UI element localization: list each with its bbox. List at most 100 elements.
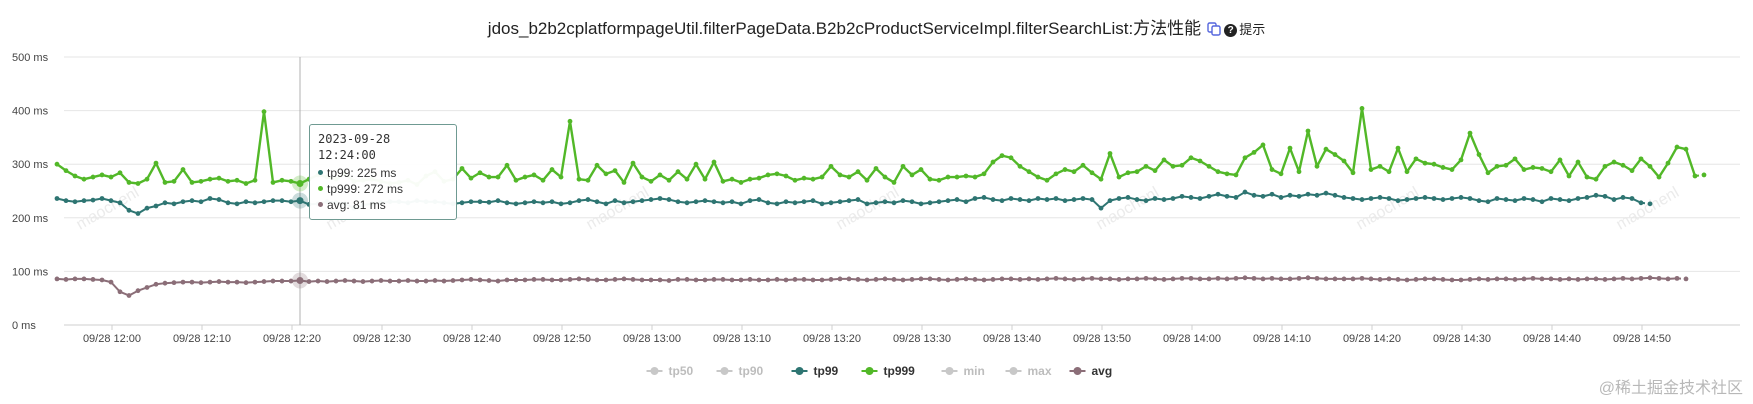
tp99-point	[810, 198, 816, 204]
question-icon[interactable]: ?	[1224, 24, 1238, 37]
tp999-point	[1179, 162, 1185, 168]
avg-point	[990, 277, 996, 282]
x-tick-label: 09/28 12:30	[353, 333, 411, 345]
tp999-point	[783, 173, 789, 179]
series-avg[interactable]	[54, 272, 1689, 298]
tp999-point	[1269, 167, 1275, 172]
avg-point	[144, 285, 150, 290]
avg-point	[234, 279, 240, 285]
avg-point	[1404, 277, 1410, 283]
tp99-point	[1566, 198, 1572, 204]
tp999-point	[1143, 163, 1149, 169]
avg-point	[639, 277, 645, 283]
avg-point	[1395, 277, 1401, 282]
tp99-point	[1530, 197, 1536, 202]
series-layer[interactable]	[54, 106, 1707, 298]
tp99-point	[1449, 196, 1455, 201]
avg-point	[1107, 276, 1113, 282]
tooltip-time: 2023-09-28 12:24:00	[318, 132, 391, 162]
series-tp999[interactable]	[54, 106, 1707, 192]
legend-item-tp50[interactable]: tp50	[646, 364, 694, 378]
legend-item-max[interactable]: max	[1005, 364, 1052, 378]
x-axis: 09/28 12:00 09/28 12:10 09/28 12:20 09/28 1…	[83, 325, 1671, 345]
avg-point	[1512, 277, 1518, 282]
legend-item-tp99[interactable]: tp99	[791, 364, 839, 378]
tp999-point	[513, 177, 519, 183]
tp99-point	[729, 199, 735, 205]
tp99-point	[198, 199, 204, 205]
tp999-point	[1674, 144, 1680, 150]
hint-label[interactable]: 提示	[1239, 22, 1266, 37]
tooltip-avg: avg: 81 ms	[327, 198, 386, 212]
legend-label: tp90	[739, 364, 764, 378]
copy-icon[interactable]	[1207, 21, 1221, 41]
avg-point	[918, 276, 924, 282]
tp99-point	[468, 199, 474, 205]
tp99-point	[882, 199, 888, 205]
tp999-point	[891, 180, 897, 185]
tp99-point	[666, 197, 672, 202]
x-tick-label: 09/28 13:50	[1073, 333, 1131, 345]
legend-item-avg[interactable]: avg	[1069, 364, 1113, 378]
tp999-point	[729, 176, 735, 182]
tp99-point	[1314, 192, 1320, 198]
tp999-point	[612, 168, 618, 174]
avg-point	[423, 278, 429, 284]
tp999-point	[1413, 156, 1419, 162]
legend[interactable]: tp50 tp90 tp99 tp999 min max avg	[646, 364, 1113, 378]
tp999-point	[1332, 152, 1338, 157]
tp99-point	[1098, 205, 1104, 211]
legend-marker-icon	[650, 367, 659, 375]
tp999-point	[1242, 155, 1248, 161]
tp999-point	[1161, 157, 1167, 163]
tp999-point	[1629, 168, 1635, 174]
avg-point	[369, 278, 375, 284]
tp99-point	[1026, 198, 1032, 204]
tp999-point	[819, 174, 825, 180]
legend-marker-icon	[945, 367, 954, 375]
tp999-point	[477, 170, 483, 176]
tp999-point	[1422, 160, 1428, 166]
avg-point	[1035, 277, 1041, 282]
tp999-point	[1116, 174, 1122, 180]
tp99-point	[1548, 196, 1554, 201]
tp999-point	[657, 172, 663, 178]
avg-point	[900, 277, 906, 283]
tp999-point	[999, 153, 1005, 159]
watermark-text: maochenl	[74, 184, 143, 233]
tp999-point	[63, 168, 69, 174]
tp99-point	[1008, 196, 1014, 201]
tp99-point	[711, 199, 717, 205]
tp999-point	[1521, 167, 1527, 172]
avg-point	[162, 280, 168, 286]
tp99-point	[945, 198, 951, 204]
avg-point	[504, 277, 510, 283]
tp999-point	[1197, 158, 1203, 164]
tp999-point	[81, 176, 87, 182]
tp99-point	[1161, 197, 1167, 202]
tp999-point	[1395, 145, 1401, 151]
tp999-point	[990, 159, 996, 165]
legend-item-min[interactable]: min	[941, 364, 985, 378]
tp999-point	[1584, 174, 1590, 180]
x-tick-label: 09/28 14:50	[1613, 333, 1671, 345]
avg-point	[180, 279, 186, 285]
legend-marker-icon	[720, 367, 729, 375]
tp999-point	[549, 167, 555, 172]
tp99-point	[1188, 195, 1194, 200]
tp999-point	[1152, 168, 1158, 174]
tp99-point	[1152, 196, 1158, 201]
legend-item-tp999[interactable]: tp999	[861, 364, 916, 378]
tp999-point	[261, 109, 267, 115]
tp99-point	[1359, 197, 1365, 202]
tp999-point	[1485, 170, 1491, 176]
tp999-point	[684, 176, 690, 182]
legend-item-tp90[interactable]: tp90	[716, 364, 764, 378]
tp99-point	[1350, 196, 1356, 201]
tp99-point	[108, 198, 114, 204]
tp99-point	[612, 198, 618, 204]
avg-point	[531, 277, 537, 282]
watermark-text: maochenl	[1094, 184, 1163, 233]
tp999-point	[765, 172, 771, 178]
avg-point	[468, 277, 474, 282]
